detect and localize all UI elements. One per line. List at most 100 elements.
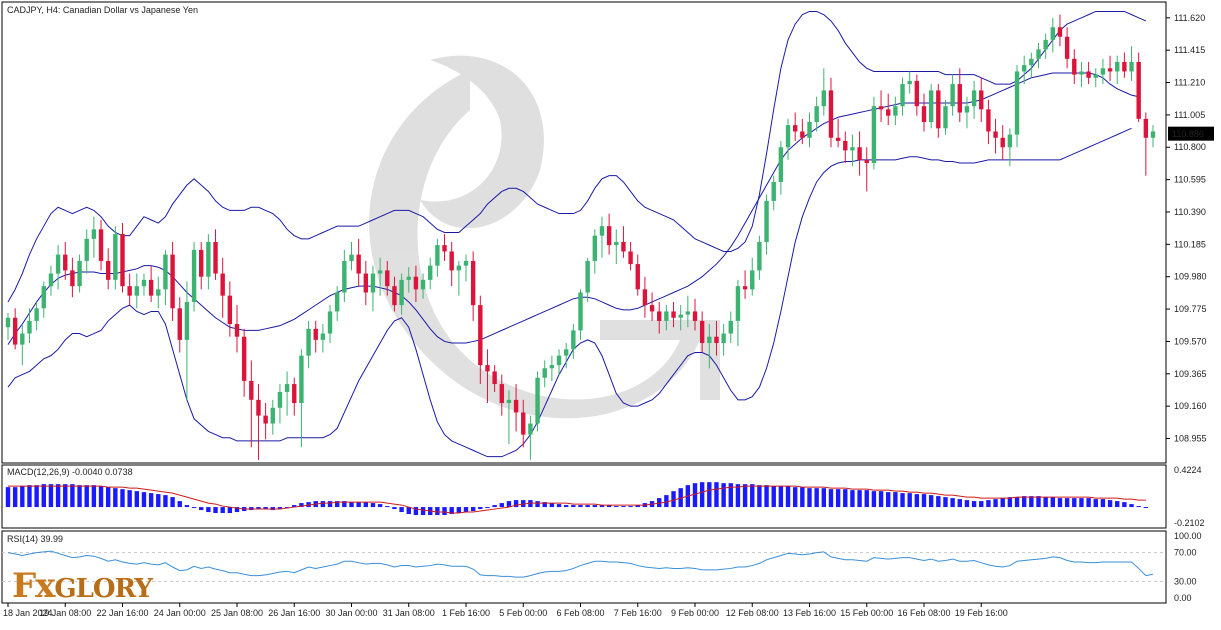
candle-body (1115, 61, 1120, 72)
macd-histogram-bar (614, 506, 619, 508)
macd-histogram-bar (592, 505, 598, 508)
macd-histogram-bar (1093, 499, 1098, 508)
macd-signal-line (8, 485, 1146, 514)
candle-body (864, 159, 869, 164)
price-tick-label: 110.595 (1174, 175, 1206, 185)
candle-body (986, 109, 991, 132)
macd-histogram-bar (721, 483, 726, 508)
macd-histogram-bar (435, 507, 440, 516)
logo-fx: Fx (12, 566, 55, 606)
macd-histogram-bar (34, 485, 39, 508)
macd-histogram-bar (256, 507, 261, 510)
price-tick-label: 111.005 (1174, 110, 1205, 120)
rsi-panel-frame (1, 530, 1167, 604)
x-tick-label: 19 Feb 16:00 (955, 608, 1008, 618)
candle-body (349, 254, 354, 261)
macd-histogram-bar (599, 505, 605, 508)
x-tick-label: 31 Jan 08:00 (383, 608, 435, 618)
candle-body (1021, 65, 1027, 72)
macd-histogram-bar (12, 487, 18, 508)
watermark-emblem (369, 55, 720, 419)
macd-panel-frame (1, 464, 1167, 529)
x-tick-label: 19 Jan 08:00 (39, 608, 91, 618)
macd-histogram-bar (63, 484, 68, 508)
candle-body (70, 270, 75, 287)
macd-histogram-bar (220, 507, 225, 514)
x-tick-label: 25 Jan 08:00 (211, 608, 263, 618)
candle-body (113, 234, 118, 280)
candle-body (263, 415, 268, 424)
candle-body (442, 245, 447, 252)
candle-body (549, 365, 555, 369)
macd-histogram-bar (1007, 497, 1013, 508)
macd-histogram-bar (1079, 498, 1084, 508)
candle-body (556, 355, 562, 366)
candle-body (184, 301, 190, 340)
candle-body (406, 276, 411, 280)
candle-body (292, 384, 297, 404)
macd-histogram-bar (835, 489, 841, 508)
candle-body (163, 254, 168, 290)
macd-histogram-bar (406, 507, 411, 515)
candle-body (470, 260, 476, 306)
macd-histogram-bar (578, 505, 583, 508)
x-tick-label: 9 Feb 00:00 (671, 608, 719, 618)
macd-histogram-bar (814, 488, 819, 508)
macd-histogram-bar (1064, 498, 1070, 508)
macd-histogram-bar (1143, 507, 1149, 509)
rsi-line (7, 550, 1154, 578)
candle-body (692, 311, 698, 321)
candle-body (148, 279, 154, 296)
macd-histogram-bar (263, 507, 268, 510)
rsi-tick-label: 30.00 (1174, 576, 1197, 586)
candle-body (792, 125, 798, 132)
candle-body (334, 292, 340, 312)
macd-histogram-bar (936, 496, 941, 508)
macd-histogram-bar (363, 502, 369, 508)
macd-histogram-bar (1021, 496, 1027, 508)
candle-body (721, 333, 726, 344)
macd-histogram-bar (843, 489, 848, 508)
macd-histogram-bar (1136, 506, 1141, 508)
macd-histogram-bar (463, 507, 469, 513)
macd-histogram-bar (1043, 497, 1048, 508)
candle-body (771, 181, 776, 201)
candle-body (1007, 134, 1013, 148)
candle-body (800, 131, 805, 138)
macd-histogram-bar (499, 503, 504, 508)
macd-histogram-bar (757, 485, 762, 508)
price-tick-label: 110.800 (1174, 142, 1206, 152)
candle-body (84, 238, 89, 261)
macd-histogram-bar (1036, 496, 1041, 508)
macd-histogram-bar (893, 492, 898, 508)
candle-body (614, 241, 619, 246)
x-tick-label: 6 Feb 08:00 (556, 608, 604, 618)
macd-tick-label: 0.4224 (1174, 465, 1202, 475)
macd-histogram-bar (664, 495, 669, 508)
candle-body (592, 235, 598, 261)
candle-body (77, 260, 82, 287)
macd-histogram-bar (91, 485, 97, 508)
candle-body (957, 84, 962, 113)
candle-body (1150, 131, 1156, 138)
macd-histogram-bar (1000, 498, 1005, 508)
candle-body (699, 320, 705, 344)
candle-body (492, 371, 497, 385)
price-tick-label: 109.775 (1174, 304, 1207, 314)
candle-body (642, 289, 648, 306)
x-tick-label: 15 Feb 00:00 (840, 608, 893, 618)
candle-body (191, 249, 197, 302)
macd-histogram-bar (1122, 502, 1127, 508)
rsi-tick-label: 100.00 (1174, 531, 1202, 541)
macd-histogram-bar (964, 500, 970, 508)
candle-body (356, 254, 361, 274)
candle-body (320, 333, 326, 340)
macd-histogram-bar (1115, 501, 1120, 508)
candle-body (63, 254, 68, 271)
candle-body (48, 273, 54, 287)
macd-histogram-bar (714, 482, 719, 508)
candle-body (1072, 58, 1077, 75)
macd-histogram-bar (485, 507, 490, 509)
macd-histogram-bar (199, 507, 204, 511)
candle-body (370, 273, 376, 293)
